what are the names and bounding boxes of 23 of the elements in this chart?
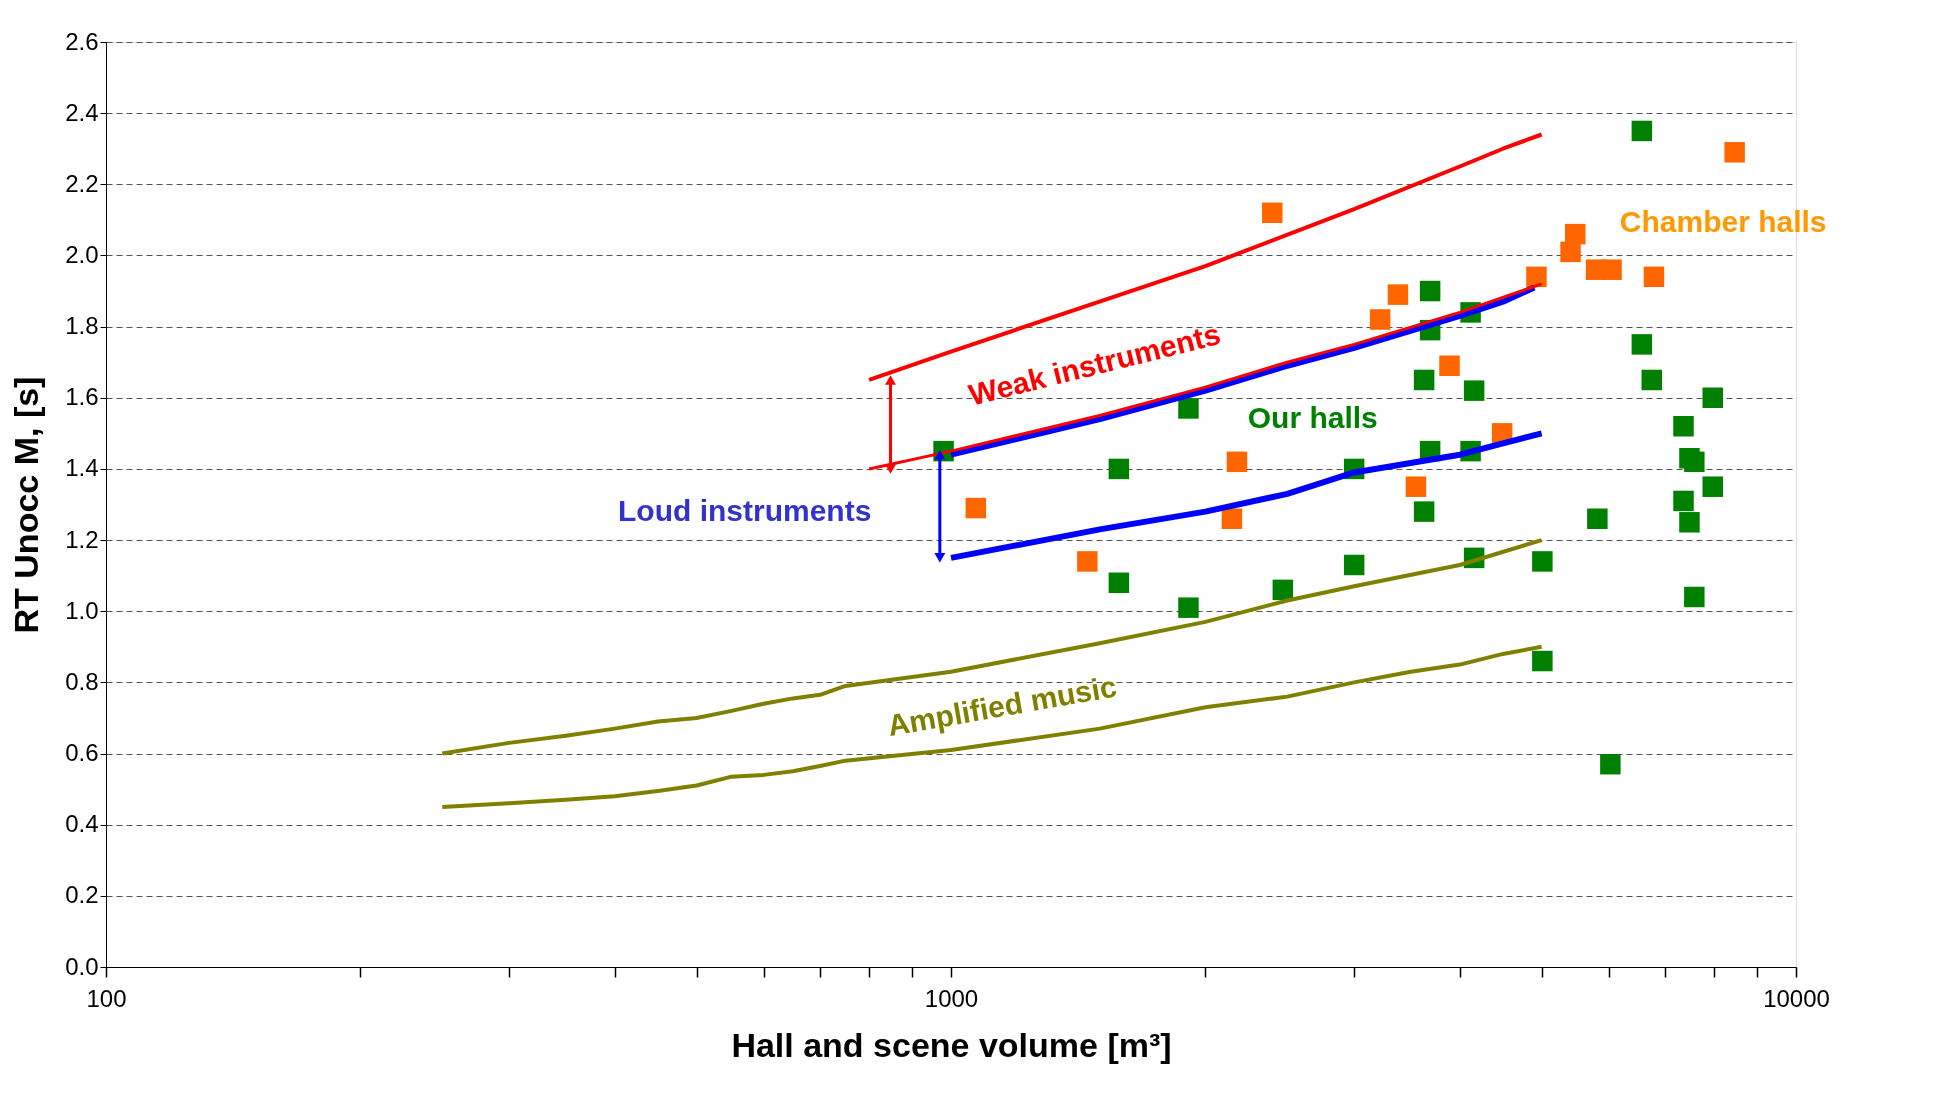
y-tick-label: 1.6: [65, 383, 99, 411]
x-tick-label: 1000: [924, 984, 979, 1012]
y-tick-label: 1.4: [65, 454, 99, 482]
y-tick-label: 2.6: [65, 27, 99, 55]
annotation: Our halls: [1247, 401, 1378, 435]
y-tick-label: 1.8: [65, 312, 99, 340]
annotation: Chamber halls: [1619, 205, 1827, 239]
annotation: Amplified music: [885, 669, 1119, 743]
x-tick-label: 10000: [1763, 984, 1830, 1012]
y-tick-label: 2.4: [65, 98, 99, 126]
y-tick-label: 2.0: [65, 240, 99, 268]
y-tick-label: 0.6: [65, 739, 99, 767]
y-tick-label: 0.0: [65, 952, 99, 980]
y-tick-label: 2.2: [65, 169, 99, 197]
x-tick-label: 100: [86, 984, 127, 1012]
y-tick-label: 1.0: [65, 596, 99, 624]
y-axis-title: RT Unocc M, [s]: [7, 376, 46, 634]
y-tick-label: 0.8: [65, 667, 99, 695]
x-axis-title: Hall and scene volume [m³]: [731, 1025, 1172, 1064]
y-tick-label: 0.2: [65, 881, 99, 909]
y-tick-label: 0.4: [65, 810, 99, 838]
y-tick-label: 1.2: [65, 525, 99, 553]
annotation: Loud instruments: [618, 493, 872, 527]
